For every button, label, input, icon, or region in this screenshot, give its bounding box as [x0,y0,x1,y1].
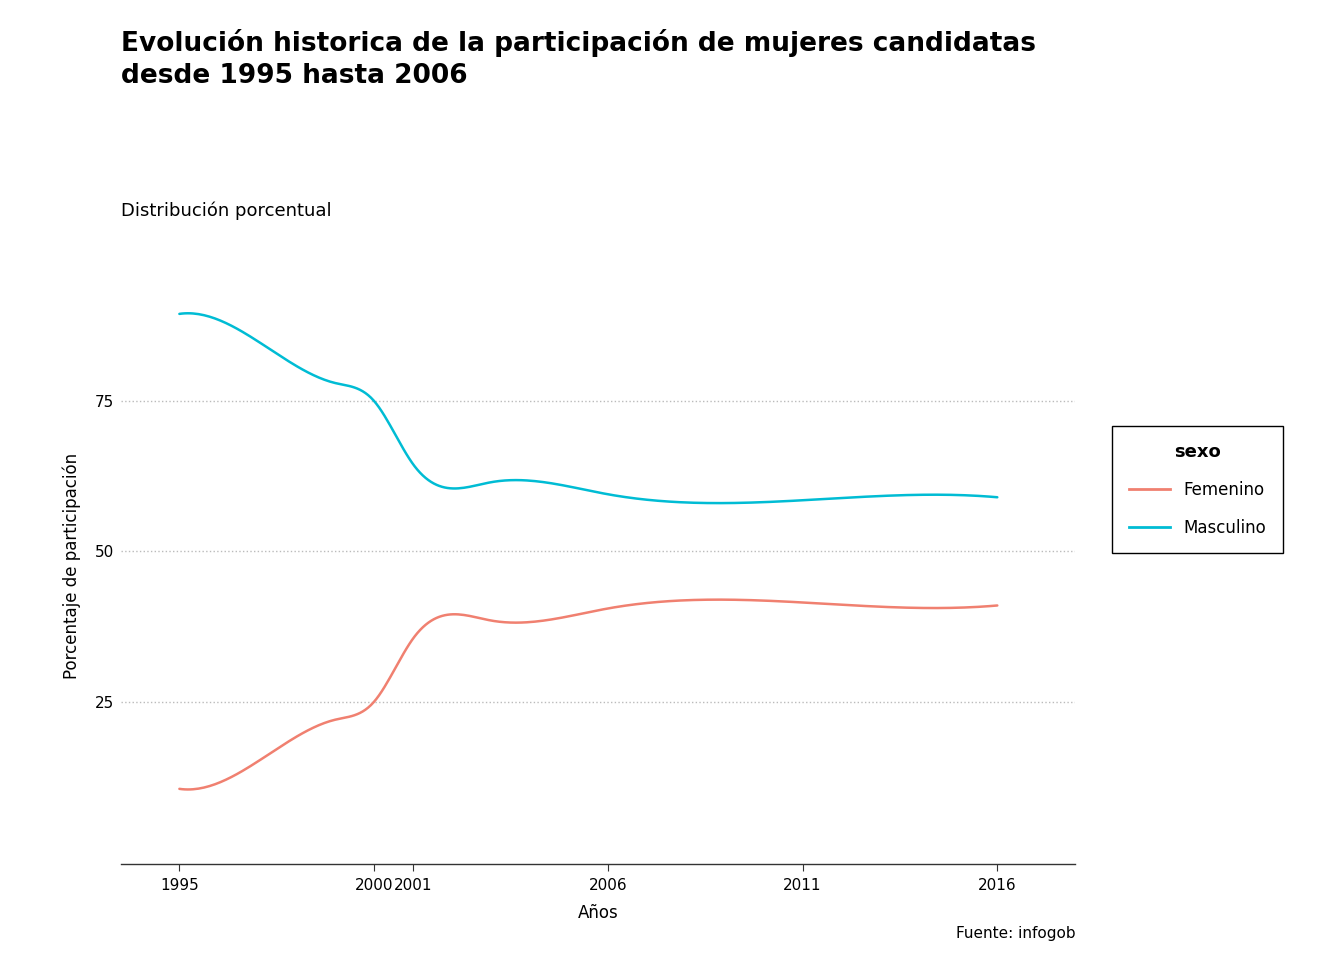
Masculino [661,495,677,507]
Masculino [171,308,187,320]
Masculino [710,497,726,509]
Femenino [659,595,675,607]
Femenino [675,594,691,606]
Masculino [989,492,1005,503]
Text: Fuente: infogob: Fuente: infogob [956,925,1075,941]
Femenino [175,783,191,795]
Masculino [175,308,191,320]
Femenino [171,783,187,795]
Masculino [180,307,196,319]
Y-axis label: Porcentaje de participación: Porcentaje de participación [62,453,81,680]
Masculino [675,496,691,508]
Line: Masculino: Masculino [179,313,997,503]
Femenino [918,602,934,613]
Text: Evolución historica de la participación de mujeres candidatas
desde 1995 hasta 2: Evolución historica de la participación … [121,29,1036,89]
Femenino [710,594,726,606]
Femenino [866,601,882,612]
Masculino [918,489,934,500]
Masculino [866,491,882,502]
X-axis label: Años: Años [578,904,618,922]
Legend: Femenino, Masculino: Femenino, Masculino [1113,426,1284,553]
Femenino [661,595,677,607]
Masculino [659,495,675,507]
Line: Femenino: Femenino [179,600,997,789]
Text: Distribución porcentual: Distribución porcentual [121,202,332,220]
Femenino [180,783,196,795]
Femenino [989,600,1005,612]
